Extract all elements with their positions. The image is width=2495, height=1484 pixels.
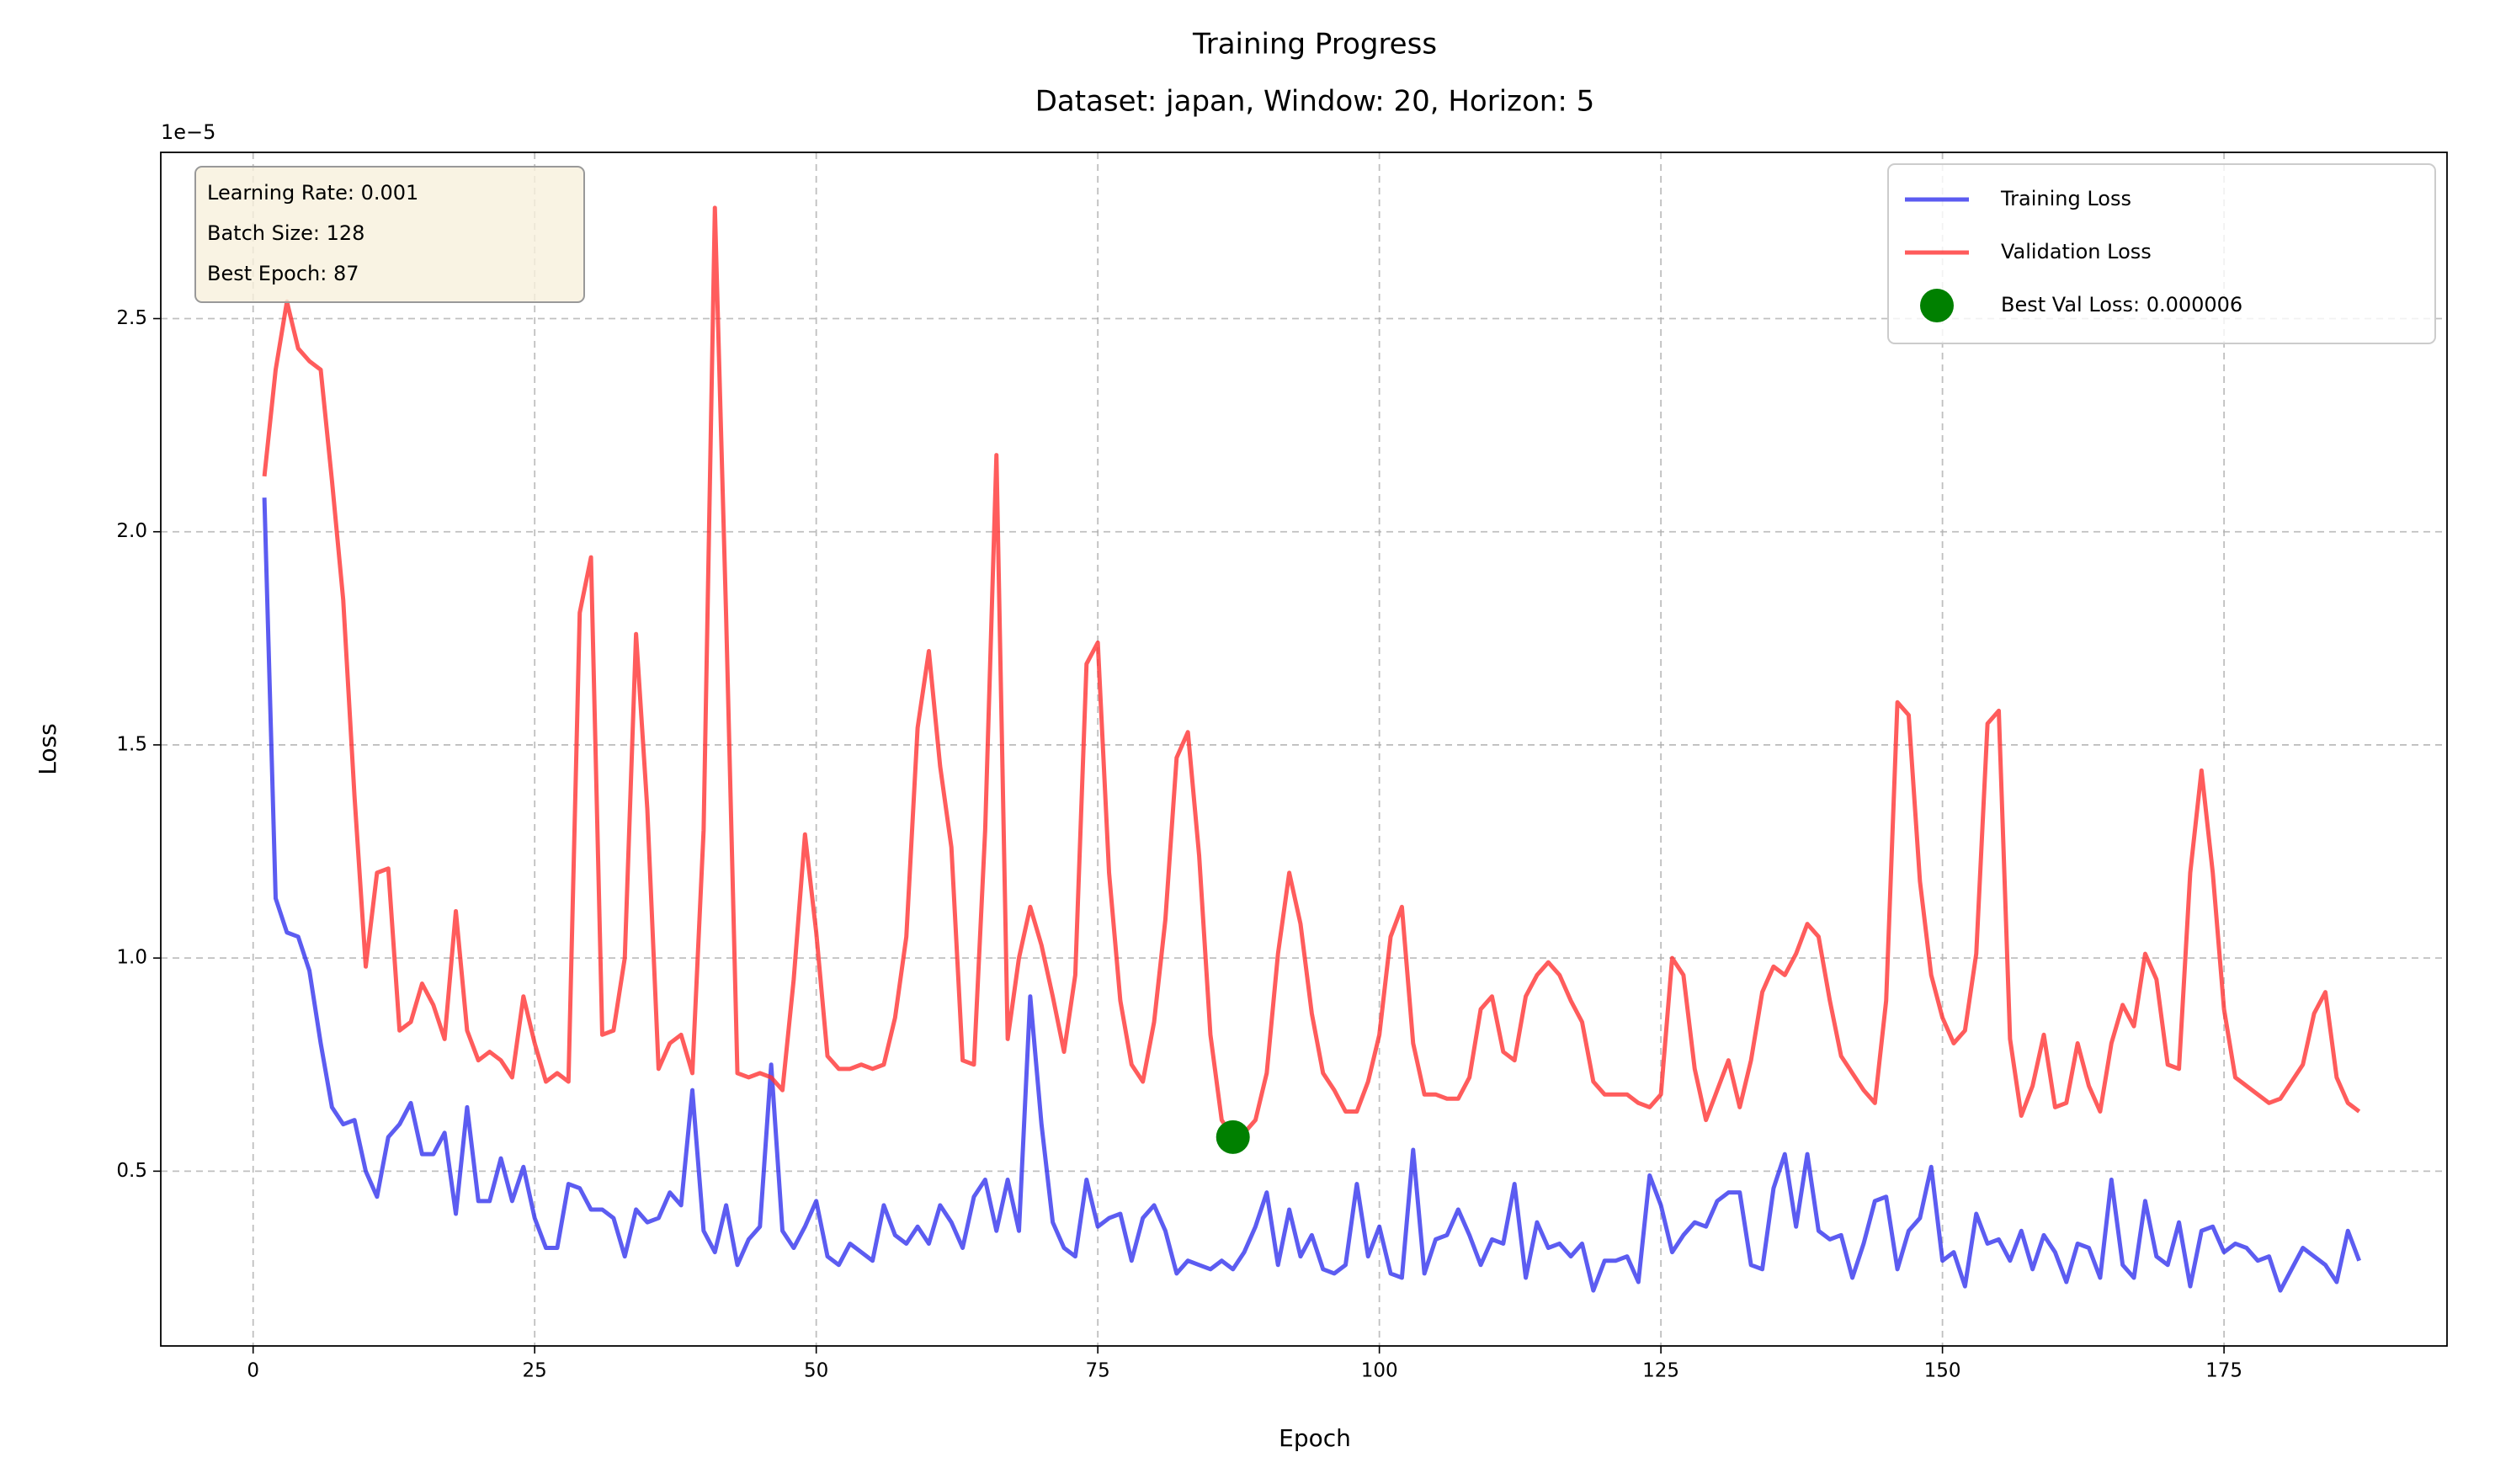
x-tick-label: 50 bbox=[804, 1360, 828, 1382]
x-tick-label: 175 bbox=[2205, 1360, 2242, 1382]
annotation-text: Best Epoch: 87 bbox=[207, 262, 359, 285]
y-offset-label: 1e−5 bbox=[161, 120, 215, 144]
series-line bbox=[262, 205, 2361, 1140]
y-tick-label: 2.0 bbox=[116, 520, 147, 542]
y-axis-label: Loss bbox=[34, 723, 61, 774]
plot-frame bbox=[160, 152, 2448, 1347]
y-tick-label: 0.5 bbox=[116, 1160, 147, 1182]
legend-label: Training Loss bbox=[2000, 187, 2131, 210]
x-tick-label: 0 bbox=[247, 1360, 259, 1382]
x-tick-label: 25 bbox=[523, 1360, 547, 1382]
legend-marker bbox=[1920, 289, 1954, 322]
x-axis-label: Epoch bbox=[1279, 1424, 1351, 1452]
legend-label: Best Val Loss: 0.000006 bbox=[2001, 293, 2242, 316]
series-line bbox=[262, 497, 2361, 1293]
x-tick-label: 75 bbox=[1086, 1360, 1110, 1382]
plot-area bbox=[262, 205, 2361, 1293]
x-tick-label: 125 bbox=[1642, 1360, 1679, 1382]
chart-subtitle: Dataset: japan, Window: 20, Horizon: 5 bbox=[1035, 85, 1595, 119]
annotation-text: Batch Size: 128 bbox=[207, 221, 364, 245]
x-tick-label: 150 bbox=[1924, 1360, 1961, 1382]
y-tick-label: 2.5 bbox=[116, 307, 147, 329]
annotation-text: Learning Rate: 0.001 bbox=[207, 181, 418, 205]
legend-label: Validation Loss bbox=[2001, 240, 2152, 263]
x-tick-label: 100 bbox=[1361, 1360, 1398, 1382]
annotation-box bbox=[194, 166, 585, 303]
legend-box bbox=[1887, 163, 2436, 344]
scatter-point bbox=[1216, 1120, 1250, 1154]
y-tick-label: 1.0 bbox=[116, 947, 147, 969]
chart-title: Training Progress bbox=[1192, 28, 1437, 61]
y-tick-label: 1.5 bbox=[116, 733, 147, 755]
